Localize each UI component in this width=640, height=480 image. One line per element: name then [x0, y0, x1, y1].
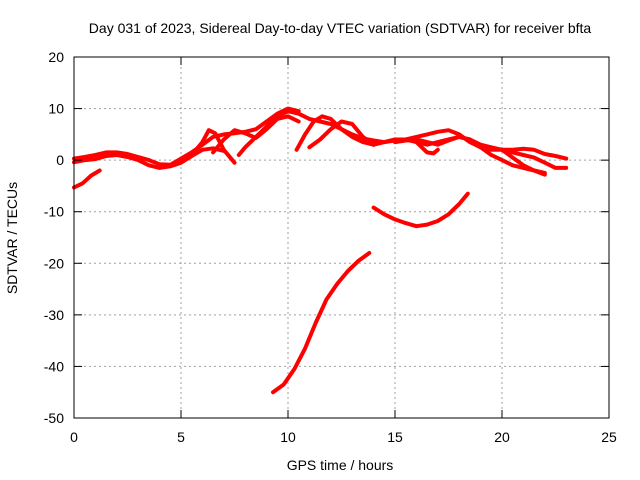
series-arc-13 — [371, 191, 470, 229]
series-arc-4 — [183, 128, 237, 165]
series-arc-2 — [72, 106, 301, 167]
x-tick-label: 15 — [387, 429, 403, 445]
series-arc-1 — [72, 168, 102, 190]
x-tick-label: 25 — [601, 429, 617, 445]
y-axis-label: SDTVAR / TECUs — [4, 182, 20, 294]
data-series — [72, 106, 569, 395]
series-arc-7 — [294, 114, 376, 152]
y-tick-label: -20 — [44, 255, 64, 271]
x-tick-label: 10 — [280, 429, 296, 445]
y-tick-label: 10 — [48, 101, 64, 117]
series-arc-10 — [393, 134, 569, 170]
y-tick-label: -30 — [44, 307, 64, 323]
series-arc-3 — [72, 146, 226, 170]
chart-title: Day 031 of 2023, Sidereal Day-to-day VTE… — [89, 20, 592, 36]
y-tick-labels: -50 -40 -30 -20 -10 0 10 20 — [44, 49, 64, 426]
x-tick-label: 0 — [70, 429, 78, 445]
x-tick-label: 20 — [494, 429, 510, 445]
y-tick-label: 0 — [56, 152, 64, 168]
y-tick-label: -10 — [44, 204, 64, 220]
series-arc-8 — [307, 119, 376, 150]
y-tick-label: 20 — [48, 49, 64, 65]
y-tick-label: -50 — [44, 410, 64, 426]
plot-frame — [73, 56, 610, 419]
series-arc-12 — [500, 147, 547, 177]
x-tick-labels: 0 5 10 15 20 25 — [70, 429, 617, 445]
series-arc-14 — [271, 251, 372, 395]
y-tick-label: -40 — [44, 358, 64, 374]
axis-ticks — [73, 56, 610, 419]
x-tick-label: 5 — [177, 429, 185, 445]
series-arc-11 — [414, 140, 440, 156]
x-axis-label: GPS time / hours — [287, 457, 394, 473]
